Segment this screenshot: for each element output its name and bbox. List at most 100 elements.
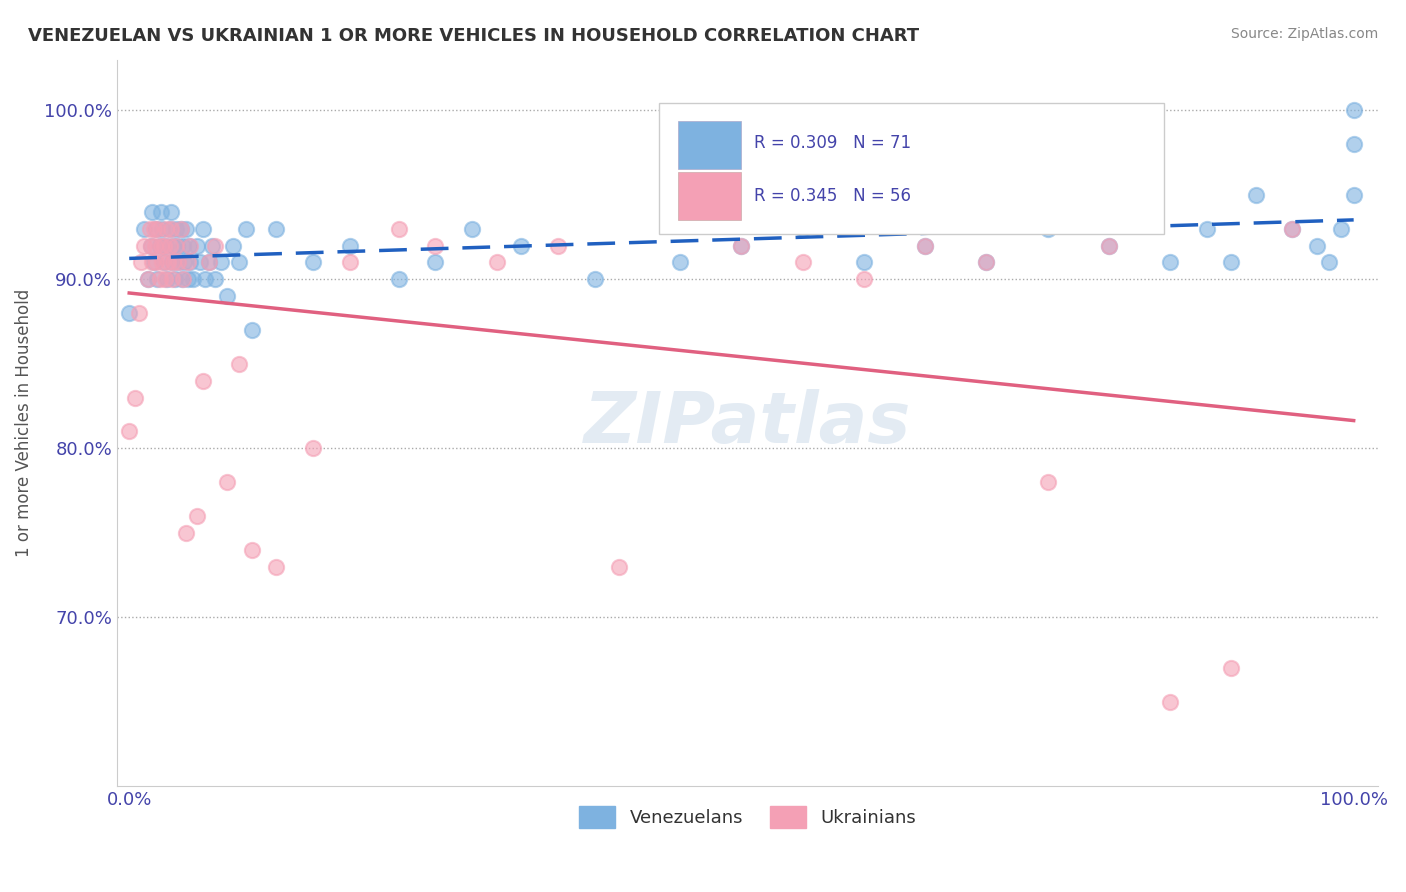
Venezuelans bbox=[166, 238, 188, 252]
Ukrainians bbox=[172, 272, 194, 286]
Ukrainians bbox=[146, 221, 169, 235]
Ukrainians bbox=[1036, 475, 1059, 490]
Venezuelans bbox=[1098, 238, 1121, 252]
FancyBboxPatch shape bbox=[659, 103, 1164, 234]
Venezuelans bbox=[1220, 255, 1243, 269]
Venezuelans bbox=[852, 255, 875, 269]
Venezuelans bbox=[339, 238, 361, 252]
Venezuelans bbox=[976, 255, 998, 269]
Text: VENEZUELAN VS UKRAINIAN 1 OR MORE VEHICLES IN HOUSEHOLD CORRELATION CHART: VENEZUELAN VS UKRAINIAN 1 OR MORE VEHICL… bbox=[28, 27, 920, 45]
Ukrainians bbox=[169, 221, 191, 235]
Ukrainians bbox=[387, 221, 409, 235]
Venezuelans bbox=[142, 255, 165, 269]
Ukrainians bbox=[142, 221, 165, 235]
Y-axis label: 1 or more Vehicles in Household: 1 or more Vehicles in Household bbox=[15, 289, 32, 558]
Venezuelans bbox=[201, 238, 224, 252]
Venezuelans bbox=[1306, 238, 1329, 252]
Ukrainians bbox=[339, 255, 361, 269]
Venezuelans bbox=[160, 255, 183, 269]
Venezuelans bbox=[302, 255, 325, 269]
Ukrainians bbox=[162, 255, 184, 269]
Venezuelans bbox=[167, 255, 190, 269]
Venezuelans bbox=[172, 238, 194, 252]
Ukrainians bbox=[607, 559, 630, 574]
Venezuelans bbox=[222, 238, 245, 252]
Venezuelans bbox=[179, 255, 201, 269]
FancyBboxPatch shape bbox=[678, 121, 741, 169]
Ukrainians bbox=[792, 255, 814, 269]
Ukrainians bbox=[143, 238, 166, 252]
Venezuelans bbox=[177, 272, 200, 286]
Venezuelans bbox=[118, 306, 141, 320]
Ukrainians bbox=[177, 255, 200, 269]
Venezuelans bbox=[1195, 221, 1218, 235]
Venezuelans bbox=[461, 221, 484, 235]
Venezuelans bbox=[141, 238, 163, 252]
Ukrainians bbox=[485, 255, 508, 269]
Text: ZIPatlas: ZIPatlas bbox=[583, 389, 911, 458]
Ukrainians bbox=[240, 542, 263, 557]
Ukrainians bbox=[118, 425, 141, 439]
Ukrainians bbox=[150, 238, 173, 252]
Ukrainians bbox=[136, 272, 159, 286]
Venezuelans bbox=[1036, 221, 1059, 235]
Venezuelans bbox=[204, 272, 226, 286]
Ukrainians bbox=[217, 475, 239, 490]
Venezuelans bbox=[194, 272, 217, 286]
Venezuelans bbox=[150, 221, 173, 235]
Venezuelans bbox=[209, 255, 232, 269]
Venezuelans bbox=[163, 272, 186, 286]
Ukrainians bbox=[264, 559, 287, 574]
Venezuelans bbox=[217, 289, 239, 303]
Ukrainians bbox=[141, 255, 163, 269]
Ukrainians bbox=[145, 255, 167, 269]
Ukrainians bbox=[228, 357, 250, 371]
Venezuelans bbox=[156, 272, 179, 286]
Ukrainians bbox=[167, 255, 190, 269]
Venezuelans bbox=[1343, 137, 1365, 152]
Venezuelans bbox=[240, 323, 263, 337]
Venezuelans bbox=[1159, 255, 1181, 269]
Venezuelans bbox=[165, 221, 187, 235]
Ukrainians bbox=[1220, 661, 1243, 675]
Ukrainians bbox=[153, 272, 176, 286]
Ukrainians bbox=[131, 255, 153, 269]
Ukrainians bbox=[155, 221, 177, 235]
Venezuelans bbox=[1343, 103, 1365, 118]
Ukrainians bbox=[914, 238, 936, 252]
Text: Source: ZipAtlas.com: Source: ZipAtlas.com bbox=[1230, 27, 1378, 41]
Venezuelans bbox=[146, 272, 169, 286]
Venezuelans bbox=[160, 204, 183, 219]
Ukrainians bbox=[1159, 695, 1181, 709]
Ukrainians bbox=[730, 238, 752, 252]
Venezuelans bbox=[510, 238, 533, 252]
Venezuelans bbox=[188, 255, 211, 269]
Venezuelans bbox=[132, 221, 155, 235]
Ukrainians bbox=[179, 238, 201, 252]
Ukrainians bbox=[204, 238, 226, 252]
Venezuelans bbox=[1317, 255, 1340, 269]
Ukrainians bbox=[132, 238, 155, 252]
Ukrainians bbox=[157, 255, 180, 269]
Ukrainians bbox=[198, 255, 221, 269]
Ukrainians bbox=[160, 221, 183, 235]
Text: R = 0.309   N = 71: R = 0.309 N = 71 bbox=[754, 134, 911, 153]
Venezuelans bbox=[914, 238, 936, 252]
Venezuelans bbox=[141, 204, 163, 219]
Venezuelans bbox=[792, 221, 814, 235]
Venezuelans bbox=[155, 238, 177, 252]
Venezuelans bbox=[152, 255, 174, 269]
Ukrainians bbox=[191, 374, 214, 388]
Venezuelans bbox=[1281, 221, 1303, 235]
Ukrainians bbox=[302, 442, 325, 456]
Legend: Venezuelans, Ukrainians: Venezuelans, Ukrainians bbox=[572, 799, 924, 836]
Venezuelans bbox=[387, 272, 409, 286]
Venezuelans bbox=[169, 221, 191, 235]
Ukrainians bbox=[159, 238, 181, 252]
Venezuelans bbox=[198, 255, 221, 269]
Venezuelans bbox=[173, 255, 195, 269]
Venezuelans bbox=[170, 272, 193, 286]
Ukrainians bbox=[852, 272, 875, 286]
Venezuelans bbox=[583, 272, 606, 286]
Venezuelans bbox=[136, 272, 159, 286]
